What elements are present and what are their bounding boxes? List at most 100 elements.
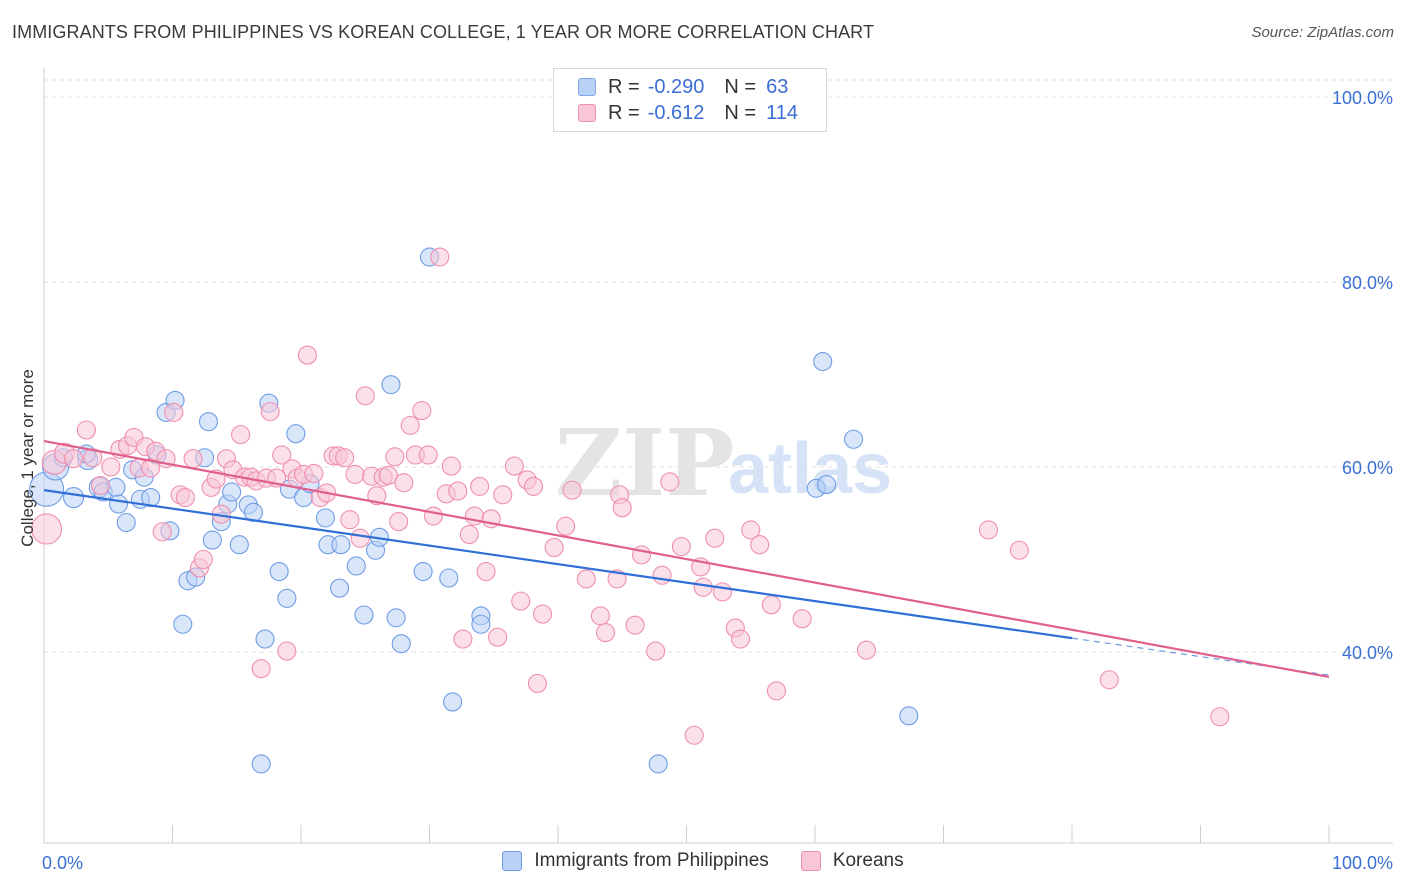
point-koreans bbox=[418, 445, 438, 465]
point-philippines bbox=[198, 412, 219, 432]
point-koreans bbox=[164, 402, 184, 422]
legend-swatch-koreans bbox=[578, 104, 596, 122]
y-axis-label: College, 1 year or more bbox=[18, 369, 37, 547]
point-koreans bbox=[183, 449, 203, 469]
y-tick-label: 80.0% bbox=[1342, 273, 1393, 293]
point-koreans bbox=[607, 569, 627, 589]
point-koreans bbox=[671, 536, 691, 557]
source-credit: Source: ZipAtlas.com bbox=[1251, 24, 1394, 41]
point-koreans bbox=[277, 641, 297, 661]
r-value: -0.290 bbox=[647, 75, 705, 98]
point-philippines bbox=[443, 692, 463, 712]
point-koreans bbox=[448, 481, 468, 501]
point-philippines bbox=[222, 482, 242, 502]
point-koreans bbox=[504, 456, 524, 476]
stats-legend: R = -0.290 N = 63 R = -0.612 N = 114 bbox=[553, 68, 827, 132]
point-koreans bbox=[175, 487, 195, 508]
point-philippines bbox=[173, 614, 193, 634]
point-koreans bbox=[646, 641, 666, 661]
point-koreans bbox=[400, 415, 420, 435]
point-philippines bbox=[817, 475, 837, 495]
point-koreans bbox=[90, 475, 111, 496]
point-koreans bbox=[459, 524, 479, 545]
x-tick-label-min: 0.0% bbox=[42, 853, 83, 873]
r-label: R = bbox=[608, 101, 640, 124]
point-koreans bbox=[533, 604, 553, 624]
x-tick-label-max: 100.0% bbox=[1332, 853, 1393, 873]
y-tick-labels: 40.0% 60.0% 80.0% 100.0% bbox=[1332, 88, 1393, 663]
point-philippines bbox=[315, 508, 335, 528]
point-koreans bbox=[64, 449, 84, 469]
stats-row-philippines: R = -0.290 N = 63 bbox=[578, 74, 788, 100]
legend-swatch-koreans bbox=[800, 851, 821, 871]
point-koreans bbox=[251, 659, 271, 679]
legend-swatch-philippines bbox=[578, 78, 596, 96]
trend-line-koreans bbox=[43, 440, 1330, 679]
y-tick-label: 100.0% bbox=[1332, 88, 1393, 108]
point-koreans bbox=[453, 629, 473, 649]
point-koreans bbox=[712, 582, 733, 602]
legend-item-koreans[interactable]: Koreans bbox=[800, 850, 904, 872]
chart-title: IMMIGRANTS FROM PHILIPPINES VS KOREAN CO… bbox=[12, 22, 875, 42]
point-koreans bbox=[488, 627, 508, 647]
point-philippines bbox=[346, 556, 366, 576]
point-koreans bbox=[660, 472, 680, 492]
watermark: ZIP atlas bbox=[555, 409, 892, 517]
watermark-zip: ZIP bbox=[555, 409, 734, 517]
point-koreans bbox=[1210, 707, 1230, 727]
point-koreans bbox=[556, 516, 576, 536]
point-koreans bbox=[792, 609, 812, 629]
point-philippines bbox=[286, 424, 306, 444]
n-value: 63 bbox=[766, 75, 789, 98]
point-koreans bbox=[76, 420, 96, 440]
point-philippines bbox=[381, 375, 401, 395]
point-koreans bbox=[378, 465, 398, 485]
point-koreans bbox=[272, 445, 292, 465]
point-philippines bbox=[251, 754, 271, 774]
point-koreans bbox=[590, 606, 610, 626]
point-koreans bbox=[345, 464, 365, 484]
n-value: 114 bbox=[766, 101, 798, 124]
point-philippines bbox=[648, 754, 668, 774]
point-koreans bbox=[423, 506, 443, 526]
grid-lines bbox=[44, 79, 1393, 653]
point-koreans bbox=[576, 569, 596, 589]
point-philippines bbox=[63, 486, 85, 509]
point-koreans bbox=[544, 537, 564, 558]
point-philippines bbox=[202, 530, 222, 550]
point-koreans bbox=[152, 522, 172, 542]
legend-swatch-philippines bbox=[502, 851, 523, 871]
point-koreans bbox=[31, 513, 63, 545]
point-philippines bbox=[255, 629, 275, 649]
point-philippines bbox=[439, 568, 459, 588]
n-label: N = bbox=[724, 101, 757, 124]
point-philippines bbox=[813, 351, 833, 372]
legend-item-philippines[interactable]: Immigrants from Philippines bbox=[502, 850, 769, 872]
point-philippines bbox=[843, 429, 864, 449]
trend-line-philippines bbox=[43, 489, 1073, 640]
point-philippines bbox=[391, 634, 411, 654]
point-philippines bbox=[413, 561, 433, 582]
legend-label-koreans: Koreans bbox=[832, 850, 904, 871]
point-philippines bbox=[386, 608, 406, 628]
point-koreans bbox=[761, 595, 781, 615]
point-koreans bbox=[476, 561, 496, 582]
y-tick-label: 40.0% bbox=[1342, 643, 1393, 663]
point-koreans bbox=[1099, 670, 1119, 690]
watermark-atlas: atlas bbox=[728, 429, 892, 509]
point-koreans bbox=[750, 535, 770, 555]
point-philippines bbox=[277, 588, 297, 608]
point-philippines bbox=[229, 535, 249, 555]
point-philippines bbox=[329, 578, 350, 598]
y-tick-label: 60.0% bbox=[1342, 458, 1393, 478]
trend-lines bbox=[43, 440, 1330, 679]
point-koreans bbox=[684, 725, 704, 745]
stats-row-koreans: R = -0.612 N = 114 bbox=[578, 100, 798, 126]
x-tick-labels: 0.0% 100.0% bbox=[42, 853, 1393, 873]
point-koreans bbox=[441, 456, 461, 476]
series-koreans-points bbox=[31, 247, 1230, 745]
point-koreans bbox=[260, 401, 280, 422]
point-koreans bbox=[511, 591, 531, 611]
r-label: R = bbox=[608, 75, 640, 98]
